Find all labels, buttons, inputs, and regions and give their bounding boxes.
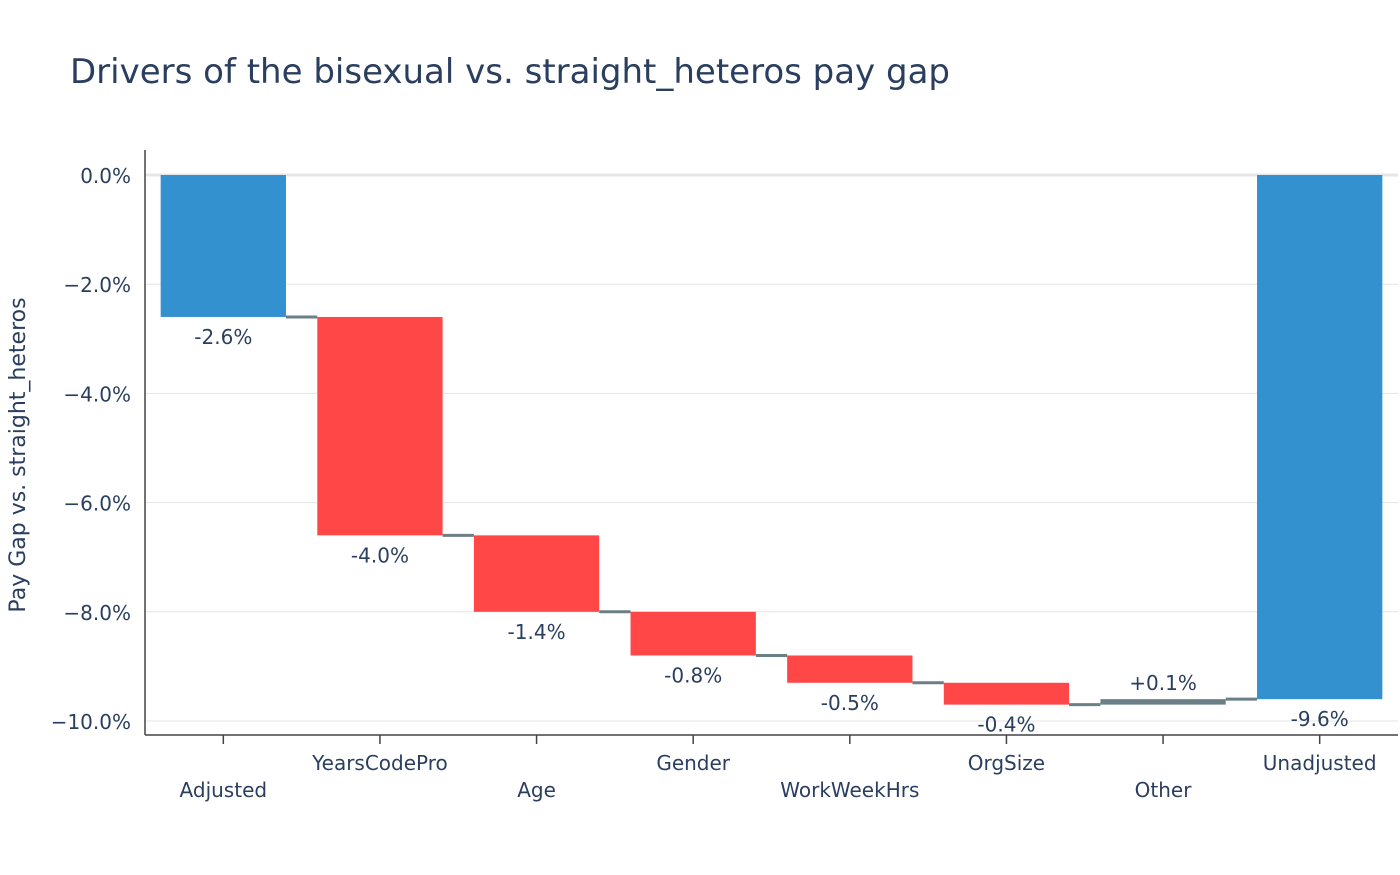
x-tick-label: WorkWeekHrs — [780, 778, 919, 802]
bar-orgsize — [943, 682, 1070, 705]
bar-gender — [630, 611, 756, 656]
x-tick-label: Other — [1135, 778, 1193, 802]
data-label: -9.6% — [1291, 707, 1349, 731]
bar-age — [473, 535, 600, 612]
bar-unadjusted — [1257, 175, 1383, 700]
data-label: -0.4% — [977, 713, 1035, 737]
connector-layer — [285, 315, 1258, 707]
x-tick-label: Gender — [656, 751, 730, 775]
x-tick-label: YearsCodePro — [311, 751, 448, 775]
x-tick-label: Unadjusted — [1263, 751, 1377, 775]
data-label: +0.1% — [1129, 671, 1197, 695]
y-tick-label: 0.0% — [80, 164, 131, 188]
y-tick-label: −2.0% — [63, 273, 131, 297]
bar-layer — [160, 175, 1383, 705]
bar-yearscodepro — [317, 316, 443, 536]
y-tick-label: −4.0% — [63, 382, 131, 406]
y-axis-title: Pay Gap vs. straight_heteros — [6, 297, 31, 612]
y-tick-label: −10.0% — [51, 710, 131, 734]
axis-layer: 0.0% −2.0% −4.0% −6.0% −8.0% −10.0% Adjusted Ye… — [51, 150, 1398, 802]
y-tick-label: −8.0% — [63, 601, 131, 625]
x-tick-label: OrgSize — [968, 751, 1045, 775]
y-tick-label: −6.0% — [63, 492, 131, 516]
data-label: -4.0% — [351, 543, 409, 567]
data-label: -0.8% — [664, 663, 722, 687]
x-tick-label: Age — [517, 778, 556, 802]
bar-other — [1100, 699, 1226, 705]
label-layer: -2.6% -4.0% -1.4% -0.8% -0.5% -0.4% +0.1% -9.6% — [194, 325, 1348, 737]
x-tick-label: Adjusted — [180, 778, 268, 802]
chart-title: Drivers of the bisexual vs. straight_het… — [70, 52, 950, 92]
bar-adjusted — [160, 175, 286, 317]
data-label: -1.4% — [508, 620, 566, 644]
data-label: -2.6% — [194, 325, 252, 349]
data-label: -0.5% — [821, 691, 879, 715]
bar-workweekhrs — [787, 655, 913, 683]
